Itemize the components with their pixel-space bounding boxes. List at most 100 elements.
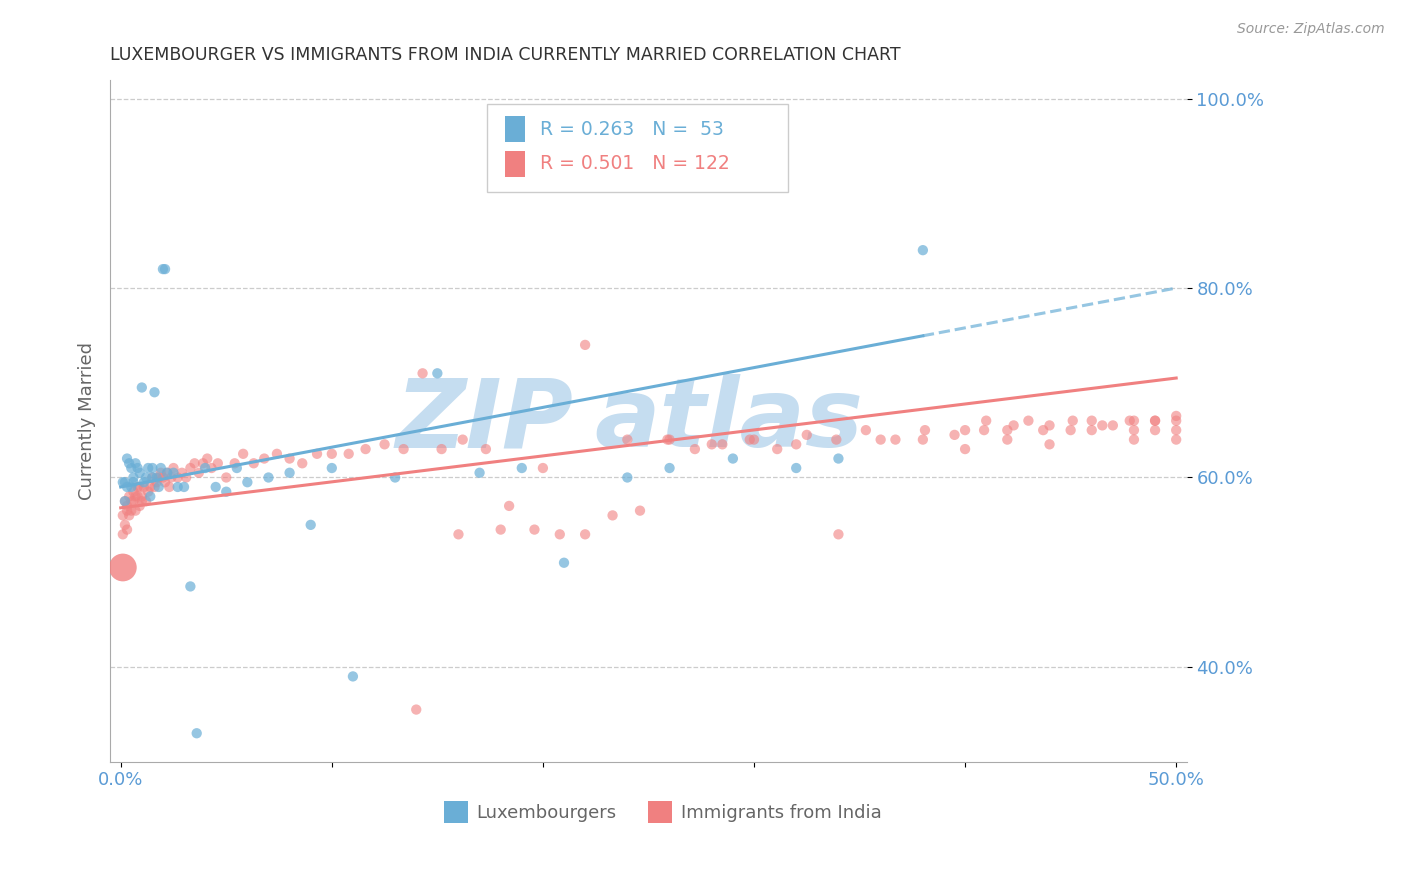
Point xyxy=(855,423,877,437)
FancyBboxPatch shape xyxy=(444,801,468,823)
Text: Source: ZipAtlas.com: Source: ZipAtlas.com xyxy=(1237,22,1385,37)
Point xyxy=(1102,418,1125,433)
Point xyxy=(141,470,163,484)
FancyBboxPatch shape xyxy=(648,801,672,823)
Point xyxy=(384,470,406,484)
Point xyxy=(766,442,789,456)
Point xyxy=(149,461,172,475)
Point xyxy=(305,447,328,461)
Point xyxy=(122,494,145,508)
Point xyxy=(1166,433,1188,447)
Point xyxy=(204,480,226,494)
Point xyxy=(224,456,246,470)
Point xyxy=(148,470,170,484)
Point xyxy=(1123,414,1146,428)
Point xyxy=(827,451,849,466)
Point xyxy=(995,423,1018,437)
Point xyxy=(602,508,624,523)
Point xyxy=(122,470,145,484)
Point xyxy=(953,423,976,437)
Point xyxy=(321,461,343,475)
Point xyxy=(943,428,966,442)
Point xyxy=(914,423,936,437)
Point xyxy=(111,475,134,490)
Point xyxy=(548,527,571,541)
Point xyxy=(120,461,142,475)
Point xyxy=(111,527,134,541)
Point xyxy=(195,451,218,466)
Point xyxy=(1080,423,1102,437)
Point xyxy=(953,442,976,456)
Point xyxy=(392,442,415,456)
Point xyxy=(186,726,208,740)
Point xyxy=(510,461,533,475)
Point xyxy=(785,437,807,451)
Y-axis label: Currently Married: Currently Married xyxy=(79,342,96,500)
Point xyxy=(157,480,180,494)
Point xyxy=(430,442,453,456)
Point xyxy=(1091,418,1114,433)
Point xyxy=(911,433,934,447)
Point xyxy=(179,579,201,593)
Point xyxy=(1166,423,1188,437)
Point xyxy=(1080,414,1102,428)
Point xyxy=(1144,414,1167,428)
Point xyxy=(131,494,153,508)
Point xyxy=(194,461,217,475)
Point xyxy=(114,494,136,508)
Point xyxy=(124,490,146,504)
Point xyxy=(153,475,176,490)
Point xyxy=(215,484,238,499)
Point xyxy=(136,461,159,475)
Point xyxy=(1038,437,1060,451)
Point xyxy=(1032,423,1054,437)
Point xyxy=(700,437,723,451)
Point xyxy=(884,433,907,447)
Point xyxy=(426,367,449,381)
Point xyxy=(122,484,145,499)
Point xyxy=(128,499,150,513)
Point xyxy=(124,503,146,517)
Point xyxy=(468,466,491,480)
Point xyxy=(156,466,179,480)
Point xyxy=(120,494,142,508)
Point xyxy=(115,451,138,466)
Point xyxy=(183,456,205,470)
Point xyxy=(118,508,141,523)
Point xyxy=(115,499,138,513)
Point xyxy=(257,470,280,484)
Point xyxy=(191,456,214,470)
Point xyxy=(616,470,638,484)
Point xyxy=(475,442,498,456)
Point xyxy=(738,433,761,447)
Point xyxy=(120,480,142,494)
FancyBboxPatch shape xyxy=(505,117,524,143)
Point xyxy=(152,262,174,277)
Point xyxy=(215,470,238,484)
Point xyxy=(128,480,150,494)
Point xyxy=(174,470,197,484)
Text: LUXEMBOURGER VS IMMIGRANTS FROM INDIA CURRENTLY MARRIED CORRELATION CHART: LUXEMBOURGER VS IMMIGRANTS FROM INDIA CU… xyxy=(110,46,901,64)
Point xyxy=(974,414,997,428)
Point xyxy=(120,503,142,517)
Point xyxy=(145,470,167,484)
Point xyxy=(553,556,575,570)
Point xyxy=(683,442,706,456)
Text: R = 0.263   N =  53: R = 0.263 N = 53 xyxy=(540,120,724,139)
Point xyxy=(173,480,195,494)
Point xyxy=(337,447,360,461)
Point xyxy=(1144,414,1167,428)
Point xyxy=(111,560,134,574)
Point xyxy=(179,461,201,475)
Point xyxy=(827,527,849,541)
Point xyxy=(796,428,818,442)
Point xyxy=(114,494,136,508)
Point xyxy=(1038,418,1060,433)
Point xyxy=(321,447,343,461)
Point xyxy=(278,466,301,480)
Point xyxy=(574,338,596,352)
Point xyxy=(115,523,138,537)
Point xyxy=(1002,418,1025,433)
Point xyxy=(628,503,651,517)
Point xyxy=(973,423,995,437)
